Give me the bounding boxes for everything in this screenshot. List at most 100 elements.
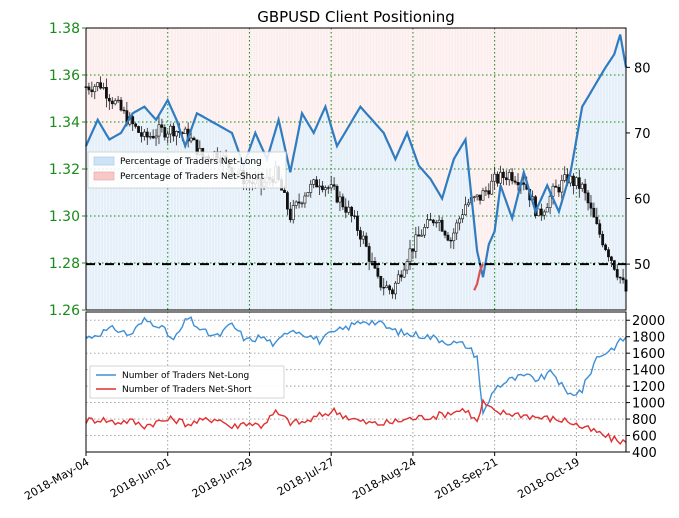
candle-body [122,109,126,112]
candle [429,212,432,221]
candle [107,94,111,111]
candle-body [484,190,488,192]
count-tick-label: 1200 [632,380,665,395]
candle-body [329,184,333,189]
candle-body [396,274,400,284]
candle-body [402,269,406,278]
candle-body [452,232,456,242]
bottom-panel [85,312,627,453]
candle [297,193,301,209]
x-tick-label: 2018-Jun-29 [190,455,255,500]
candle [116,95,120,103]
candle-body [96,82,100,87]
candle-body [370,261,374,263]
candle-body [542,211,546,216]
candle [175,130,178,146]
candle [335,184,339,204]
candle [513,175,517,185]
candle-body [297,201,301,204]
candle [455,219,459,240]
candle-body [405,261,409,271]
candle-body [166,133,170,138]
candle [105,78,108,108]
candle-body [522,182,526,185]
candle [586,190,590,211]
candle-body [364,235,368,247]
candle-body [163,127,167,138]
candle [466,198,470,207]
candle [321,180,324,193]
candle [300,201,304,208]
candle [99,76,102,90]
candle-body [315,179,318,188]
candle-body [172,125,175,137]
candle-body [455,222,459,234]
candle-body [192,137,196,141]
candle [338,191,342,212]
candle [140,126,143,143]
candle [122,106,126,114]
candle [323,185,327,197]
x-tick-label: 2018-Jul-27 [275,455,337,498]
candle-body [332,184,336,187]
candle [516,173,520,191]
candle [475,194,479,201]
candle-body [434,221,438,224]
price-tick-label: 1.38 [49,21,80,37]
legend-label-net-long-pct: Percentage of Traders Net-Long [120,157,262,167]
candle-body [574,177,578,186]
candle [607,247,610,262]
candle [557,184,561,197]
candle-body [323,187,327,191]
candle [399,270,403,282]
candle-body [318,185,321,188]
candle [394,281,397,300]
candle-body [353,215,356,217]
candle [291,199,295,224]
top-panel [84,27,628,311]
candle [169,123,173,143]
candle-body [537,208,540,217]
candle [493,166,497,190]
candle-body [423,227,426,236]
legend-label-net-short-count: Number of Traders Net-Short [122,385,252,395]
candle-body [309,184,313,193]
candle-body [487,190,491,195]
legend-label-net-long-count: Number of Traders Net-Long [122,371,249,381]
candle [154,128,158,147]
candle [350,205,354,223]
candle-body [394,282,397,295]
candle-body [347,206,351,213]
candle [612,259,616,271]
candle-body [408,248,412,263]
candle [87,82,91,95]
candle-body [312,179,316,185]
candle [572,173,575,195]
candle-body [604,244,607,251]
candle-body [157,124,161,137]
candle-body [586,192,590,204]
candle [577,169,581,198]
candle-body [446,234,450,241]
candle-body [499,171,502,184]
candle [192,136,196,141]
candle [402,264,406,279]
candle [329,175,333,192]
candle-body [283,189,286,193]
candle [601,230,605,248]
candle-body [458,218,462,224]
candle [458,216,462,231]
candle [449,237,453,249]
candle [166,130,170,144]
candle [151,129,155,140]
candle-body [417,234,421,237]
candle-body [461,214,464,220]
candle-body [93,86,97,93]
candle [142,128,146,141]
candle-body [577,177,581,189]
candle-body [90,89,94,93]
candle [610,255,613,268]
candle [361,231,365,245]
candle [443,229,447,239]
